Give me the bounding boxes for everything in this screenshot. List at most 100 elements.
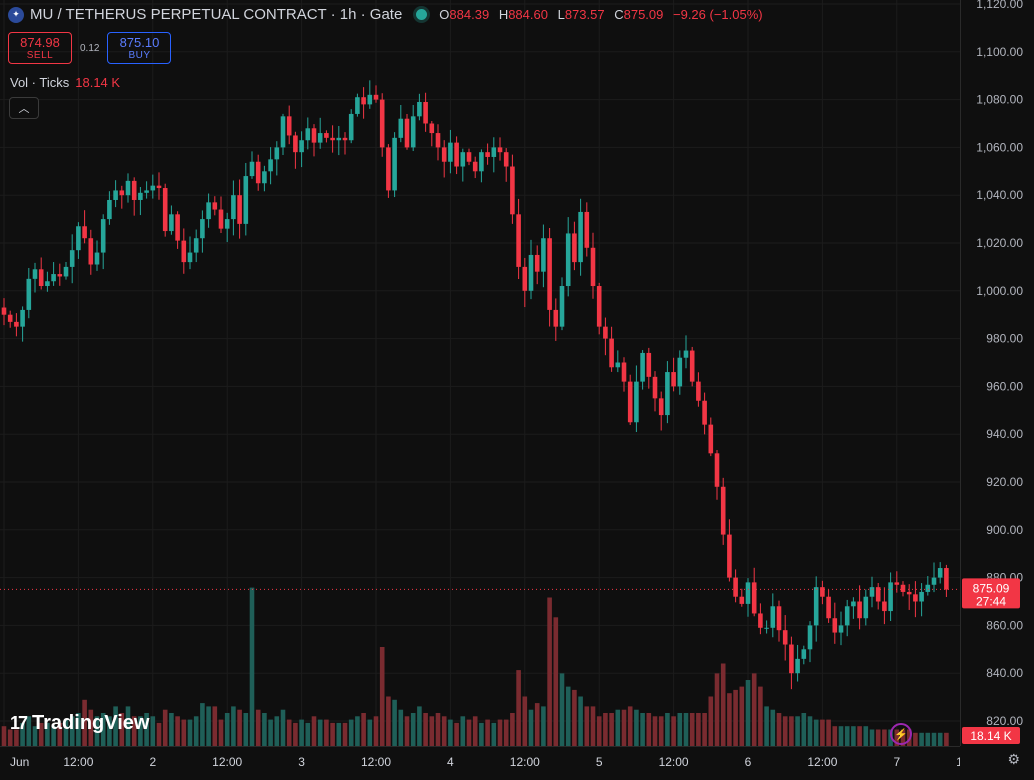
candle-body[interactable] [857,601,862,619]
candle-body[interactable] [410,116,416,148]
candle-body[interactable] [286,116,292,136]
candle-body[interactable] [63,266,69,277]
candle-body[interactable] [820,587,825,597]
candle-body[interactable] [944,568,949,590]
time-axis[interactable]: Jun 12:00 2 12:00 3 12:00 4 12:00 5 12:00 6 12:00 7 1… [0,746,987,775]
candle-body[interactable] [336,137,342,141]
candle-body[interactable] [379,99,385,148]
candle-body[interactable] [305,128,311,141]
candle-body[interactable] [435,133,441,148]
candle-body[interactable] [218,209,224,229]
candle-body[interactable] [913,594,918,602]
candle-body[interactable] [249,161,255,177]
candle-body[interactable] [727,534,732,578]
lightning-icon[interactable]: ⚡ [890,723,912,745]
candle-body[interactable] [156,185,162,189]
candle-body[interactable] [516,214,521,267]
candle-body[interactable] [875,587,881,602]
candle-body[interactable] [386,147,391,191]
candle-body[interactable] [658,398,664,416]
candle-body[interactable] [640,352,645,382]
candle-body[interactable] [534,254,540,272]
candle-body[interactable] [590,247,596,287]
candle-body[interactable] [541,238,546,272]
candle-body[interactable] [82,226,87,239]
candle-body[interactable] [472,161,478,172]
symbol-logo-icon[interactable]: ✦ [8,6,24,23]
candle-body[interactable] [460,152,466,167]
candle-body[interactable] [497,147,503,153]
candle-body[interactable] [931,577,937,585]
candle-body[interactable] [324,133,329,138]
candle-body[interactable] [348,113,354,141]
candle-body[interactable] [125,180,131,196]
candle-body[interactable] [181,240,187,263]
buy-button[interactable]: 875.10 BUY [107,32,172,64]
price-axis[interactable]: 1,120.00 1,100.00 1,080.00 1,060.00 1,040.00… [960,0,1034,746]
candle-body[interactable] [20,309,25,327]
candle-body[interactable] [206,202,211,220]
candle-body[interactable] [32,269,38,279]
candle-body[interactable] [7,314,13,322]
tradingview-logo[interactable]: 17 TradingView [10,712,149,735]
candle-body[interactable] [503,152,509,167]
candle-body[interactable] [131,180,137,200]
candle-body[interactable] [373,94,379,100]
candle-body[interactable] [646,352,652,377]
candle-body[interactable] [689,350,695,382]
candle-body[interactable] [844,606,850,626]
candle-body[interactable] [807,625,813,650]
candle-body[interactable] [311,128,317,143]
candle-body[interactable] [187,252,193,263]
candle-body[interactable] [398,118,404,138]
candle-body[interactable] [57,274,63,277]
candle-body[interactable] [243,176,249,224]
candle-body[interactable] [522,266,528,291]
candle-body[interactable] [919,591,924,602]
candle-body[interactable] [900,584,906,592]
candle-body[interactable] [751,582,757,614]
candle-body[interactable] [677,357,683,387]
candle-body[interactable] [45,281,50,287]
candle-body[interactable] [392,137,397,191]
time-axis-labels[interactable]: Jun 12:00 2 12:00 3 12:00 4 12:00 5 12:00 6 12:00 7 1… [0,747,987,775]
candle-body[interactable] [733,577,738,597]
candle-body[interactable] [212,202,218,210]
candle-body[interactable] [603,326,608,339]
candle-body[interactable] [138,192,143,200]
volume-badge[interactable] [962,727,1020,744]
candle-body[interactable] [925,584,931,592]
candle-body[interactable] [317,133,323,143]
last-price-badge[interactable] [962,578,1020,609]
candle-body[interactable] [764,627,769,629]
candle-body[interactable] [882,601,887,612]
candle-body[interactable] [838,625,844,633]
candlestick-chart[interactable] [0,0,972,746]
candle-body[interactable] [665,372,670,416]
candle-body[interactable] [38,269,44,287]
candle-body[interactable] [162,188,168,232]
candle-body[interactable] [330,137,335,141]
candle-body[interactable] [485,152,490,157]
candle-body[interactable] [782,630,788,645]
market-open-status-icon[interactable] [416,9,428,20]
candle-body[interactable] [268,159,273,172]
gear-icon[interactable]: ⚙ [1007,751,1020,767]
candle-body[interactable] [26,278,32,310]
candle-body[interactable] [193,238,199,253]
price-axis-labels[interactable]: 1,120.00 1,100.00 1,080.00 1,060.00 1,040.00… [961,0,1034,746]
symbol-title[interactable]: MU / TETHERUS PERPETUAL CONTRACT · 1h · … [30,6,403,23]
candle-body[interactable] [652,376,658,399]
candle-body[interactable] [851,601,856,607]
candle-body[interactable] [745,582,751,604]
candle-body[interactable] [280,116,286,148]
candle-body[interactable] [274,147,280,160]
candle-body[interactable] [634,381,639,423]
candle-body[interactable] [175,214,180,241]
candle-body[interactable] [200,219,205,239]
candle-body[interactable] [355,97,360,114]
candle-body[interactable] [553,309,559,327]
candle-body[interactable] [789,644,794,674]
candle-body[interactable] [454,142,459,167]
candle-body[interactable] [937,568,943,578]
